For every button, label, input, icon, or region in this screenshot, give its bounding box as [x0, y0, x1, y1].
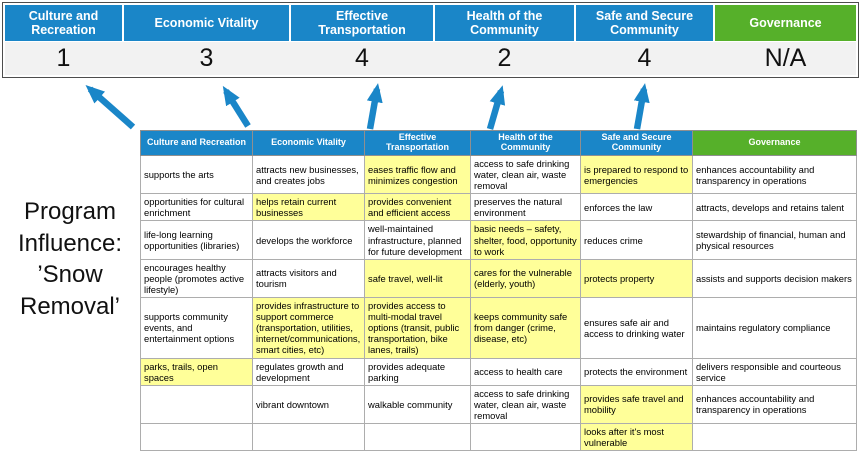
matrix-cell: attracts visitors and tourism	[252, 258, 365, 299]
arrow-safe-icon	[633, 83, 650, 130]
matrix-header-5: Governance	[692, 130, 857, 156]
matrix-cell: enforces the law	[580, 193, 693, 222]
matrix-cell: life-long learning opportunities (librar…	[140, 220, 253, 260]
matrix-row-1: opportunities for cultural enrichment hel…	[140, 193, 857, 222]
matrix-cell: provides access to multi-modal travel op…	[364, 297, 471, 359]
banner-header-5: Governance	[715, 5, 856, 41]
matrix-cell: ensures safe air and access to drinking …	[580, 297, 693, 359]
program-title: Program Influence: ’Snow Removal’	[0, 196, 140, 323]
matrix-cell	[470, 422, 581, 452]
matrix-cell	[252, 422, 365, 452]
matrix-cell: protects the environment	[580, 357, 693, 386]
matrix-cell: access to health care	[470, 357, 581, 386]
matrix-cell: walkable community	[364, 384, 471, 424]
score-banner: Culture and Recreation Economic Vitality E…	[2, 2, 859, 78]
banner-header-4: Safe and Secure Community	[576, 5, 713, 41]
influence-matrix: Culture and Recreation Economic Vitality E…	[140, 130, 857, 452]
matrix-cell	[692, 422, 857, 452]
matrix-cell: helps retain current businesses	[252, 193, 365, 222]
score-value-5: N/A	[764, 44, 807, 72]
matrix-cell: keeps community safe from danger (crime,…	[470, 297, 581, 359]
score-value-1: 3	[199, 44, 214, 72]
matrix-header-row: Culture and Recreation Economic Vitality E…	[140, 130, 857, 156]
matrix-row-0: supports the arts attracts new businesses…	[140, 154, 857, 195]
matrix-wrap: Culture and Recreation Economic Vitality E…	[140, 130, 857, 452]
matrix-cell: vibrant downtown	[252, 384, 365, 424]
matrix-cell: basic needs – safety, shelter, food, opp…	[470, 220, 581, 260]
matrix-cell: reduces crime	[580, 220, 693, 260]
matrix-cell: is prepared to respond to emergencies	[580, 154, 693, 195]
matrix-cell: attracts new businesses, and creates job…	[252, 154, 365, 195]
matrix-header-1: Economic Vitality	[252, 130, 365, 156]
matrix-row-6: vibrant downtown walkable community access…	[140, 384, 857, 424]
matrix-cell	[140, 384, 253, 424]
score-value-2: 4	[355, 44, 369, 72]
score-value-0: 1	[56, 44, 71, 72]
banner-headers: Culture and Recreation Economic Vitality E…	[5, 5, 856, 41]
matrix-cell: supports the arts	[140, 154, 253, 195]
matrix-header-4: Safe and Secure Community	[580, 130, 693, 156]
banner-header-2: Effective Transportation	[291, 5, 433, 41]
matrix-cell: cares for the vulnerable (elderly, youth…	[470, 258, 581, 299]
matrix-row-5: parks, trails, open spaces regulates grow…	[140, 357, 857, 386]
matrix-cell: parks, trails, open spaces	[140, 357, 253, 386]
matrix-cell: provides safe travel and mobility	[580, 384, 693, 424]
matrix-row-4: supports community events, and entertain…	[140, 297, 857, 359]
matrix-cell: assists and supports decision makers	[692, 258, 857, 299]
matrix-row-3: encourages healthy people (promotes acti…	[140, 258, 857, 299]
matrix-cell: protects property	[580, 258, 693, 299]
matrix-cell: access to safe drinking water, clean air…	[470, 154, 581, 195]
matrix-cell: opportunities for cultural enrichment	[140, 193, 253, 222]
matrix-cell: regulates growth and development	[252, 357, 365, 386]
program-title-line: Program	[23, 198, 117, 225]
matrix-cell: safe travel, well-lit	[364, 258, 471, 299]
arrow-health-icon	[486, 85, 506, 130]
matrix-cell: well-maintained infrastructure, planned …	[364, 220, 471, 260]
matrix-cell: attracts, develops and retains talent	[692, 193, 857, 222]
matrix-cell: looks after it's most vulnerable	[580, 422, 693, 452]
matrix-cell: preserves the natural environment	[470, 193, 581, 222]
matrix-cell: develops the workforce	[252, 220, 365, 260]
arrow-economic-icon	[222, 85, 251, 128]
matrix-cell	[364, 422, 471, 452]
matrix-cell: enhances accountability and transparency…	[692, 154, 857, 195]
matrix-cell: stewardship of financial, human and phys…	[692, 220, 857, 260]
matrix-cell: access to safe drinking water, clean air…	[470, 384, 581, 424]
program-title-line: Removal’	[19, 293, 121, 321]
banner-header-3: Health of the Community	[435, 5, 574, 41]
arrows-layer	[85, 83, 650, 130]
matrix-cell: maintains regulatory compliance	[692, 297, 857, 359]
banner-header-1: Economic Vitality	[124, 5, 289, 41]
matrix-header-0: Culture and Recreation	[140, 130, 253, 156]
matrix-header-3: Health of the Community	[470, 130, 581, 156]
matrix-cell: provides adequate parking	[364, 357, 471, 386]
matrix-header-2: Effective Transportation	[364, 130, 471, 156]
banner-header-0: Culture and Recreation	[5, 5, 122, 41]
matrix-row-2: life-long learning opportunities (librar…	[140, 220, 857, 260]
matrix-row-7: looks after it's most vulnerable	[140, 422, 857, 452]
matrix-cell: encourages healthy people (promotes acti…	[140, 258, 253, 299]
program-title-line: ’Snow	[37, 261, 103, 289]
matrix-cell: supports community events, and entertain…	[140, 297, 253, 359]
program-title-line: Influence:	[17, 229, 123, 257]
matrix-cell: delivers responsible and courteous servi…	[692, 357, 857, 386]
score-value-4: 4	[637, 44, 652, 72]
matrix-cell: provides infrastructure to support comme…	[252, 297, 365, 359]
matrix-cell: provides convenient and efficient access	[364, 193, 471, 222]
arrow-culture-icon	[85, 85, 136, 130]
matrix-cell: eases traffic flow and minimizes congest…	[364, 154, 471, 195]
banner-scores: 1 3 4 2 4 N/A	[5, 42, 856, 75]
score-value-3: 2	[497, 44, 512, 72]
matrix-cell	[140, 422, 253, 452]
matrix-cell: enhances accountability and transparency…	[692, 384, 857, 424]
arrow-transportation-icon	[366, 83, 383, 130]
